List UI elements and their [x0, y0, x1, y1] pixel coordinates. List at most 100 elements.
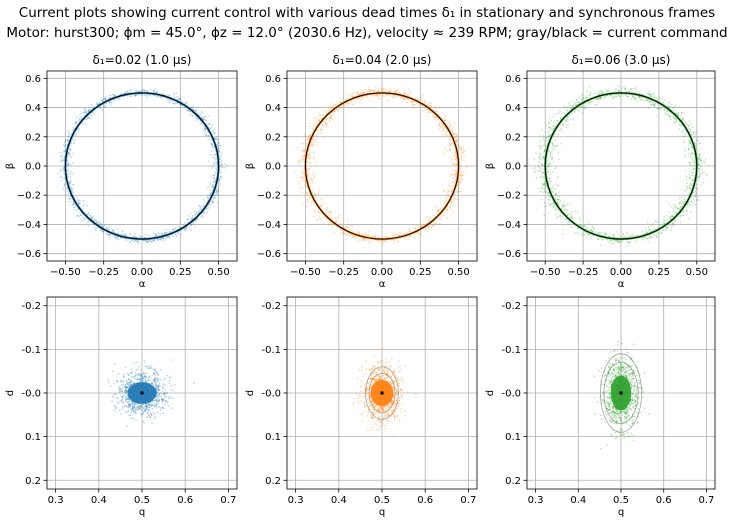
- measured-point: [339, 101, 342, 104]
- measured-point: [378, 240, 381, 243]
- x-axis-label: α: [139, 279, 146, 290]
- measured-point: [107, 379, 110, 381]
- measured-point: [142, 403, 144, 406]
- measured-point: [387, 99, 390, 101]
- measured-point: [131, 371, 133, 373]
- measured-point: [455, 170, 457, 172]
- measured-point: [538, 170, 541, 173]
- measured-point: [563, 107, 565, 109]
- measured-point: [629, 236, 632, 238]
- measured-point: [403, 98, 406, 100]
- measured-point: [581, 235, 584, 237]
- measured-point: [345, 103, 348, 105]
- measured-point: [313, 194, 315, 197]
- measured-point: [546, 168, 548, 170]
- measured-point: [304, 181, 307, 183]
- measured-point: [125, 366, 127, 369]
- measured-point: [357, 239, 360, 242]
- measured-point: [556, 176, 559, 178]
- measured-point: [123, 233, 126, 236]
- measured-point: [443, 214, 445, 217]
- measured-point: [184, 229, 187, 231]
- measured-point: [557, 199, 559, 201]
- measured-point: [428, 219, 430, 222]
- measured-point: [157, 380, 159, 383]
- measured-point: [205, 129, 207, 131]
- measured-point: [330, 113, 332, 116]
- measured-point: [118, 98, 120, 101]
- measured-point: [355, 230, 358, 232]
- measured-point: [697, 163, 700, 166]
- measured-point: [653, 105, 656, 107]
- measured-point: [209, 192, 211, 194]
- measured-point: [550, 120, 553, 122]
- measured-point: [452, 180, 454, 183]
- measured-point: [695, 187, 697, 189]
- measured-point: [458, 143, 460, 145]
- measured-point: [544, 149, 546, 151]
- measured-point: [351, 95, 353, 97]
- measured-point: [142, 377, 144, 379]
- measured-point: [172, 102, 175, 104]
- measured-point: [148, 367, 151, 370]
- measured-point: [77, 199, 79, 201]
- measured-point: [303, 135, 305, 138]
- measured-point: [135, 419, 137, 421]
- measured-point: [453, 200, 455, 203]
- measured-point: [641, 239, 644, 241]
- measured-point: [452, 164, 455, 166]
- measured-point: [159, 412, 162, 415]
- measured-point: [209, 182, 212, 185]
- measured-point: [700, 159, 702, 161]
- measured-point: [146, 408, 149, 411]
- measured-point: [204, 128, 207, 130]
- measured-point: [679, 207, 681, 209]
- measured-point: [453, 163, 455, 165]
- measured-point: [678, 128, 681, 130]
- measured-point: [360, 239, 363, 242]
- measured-point: [397, 233, 400, 236]
- measured-point: [312, 124, 315, 127]
- measured-point: [453, 205, 455, 207]
- measured-point: [610, 242, 612, 245]
- measured-point: [153, 413, 156, 416]
- measured-point: [658, 97, 661, 100]
- measured-point: [605, 89, 607, 91]
- measured-point: [144, 409, 146, 411]
- measured-point: [159, 378, 161, 381]
- measured-point: [91, 217, 93, 219]
- measured-point: [343, 227, 346, 229]
- measured-point: [171, 407, 173, 409]
- measured-point: [404, 238, 406, 240]
- measured-point: [698, 176, 701, 178]
- measured-point: [547, 165, 550, 168]
- measured-point: [120, 380, 122, 383]
- measured-point: [345, 98, 347, 100]
- measured-point: [217, 193, 220, 196]
- measured-point: [103, 106, 105, 109]
- measured-point: [396, 241, 399, 243]
- measured-point: [302, 202, 304, 205]
- measured-point: [541, 129, 543, 131]
- measured-point: [672, 223, 674, 225]
- measured-point: [330, 107, 332, 109]
- measured-point: [660, 107, 662, 109]
- measured-point: [125, 405, 128, 407]
- measured-point: [408, 227, 410, 230]
- measured-point: [78, 203, 80, 205]
- measured-point: [685, 210, 688, 212]
- measured-point: [694, 142, 696, 145]
- measured-point: [456, 191, 458, 193]
- measured-point: [387, 90, 390, 92]
- measured-point: [450, 174, 453, 176]
- measured-point: [448, 122, 451, 124]
- measured-point: [646, 98, 648, 101]
- measured-point: [128, 241, 131, 244]
- measured-point: [318, 119, 320, 122]
- measured-point: [676, 207, 678, 210]
- measured-point: [387, 89, 389, 92]
- measured-point: [455, 137, 457, 140]
- measured-point: [660, 232, 663, 235]
- measured-point: [87, 110, 90, 112]
- measured-point: [663, 228, 665, 231]
